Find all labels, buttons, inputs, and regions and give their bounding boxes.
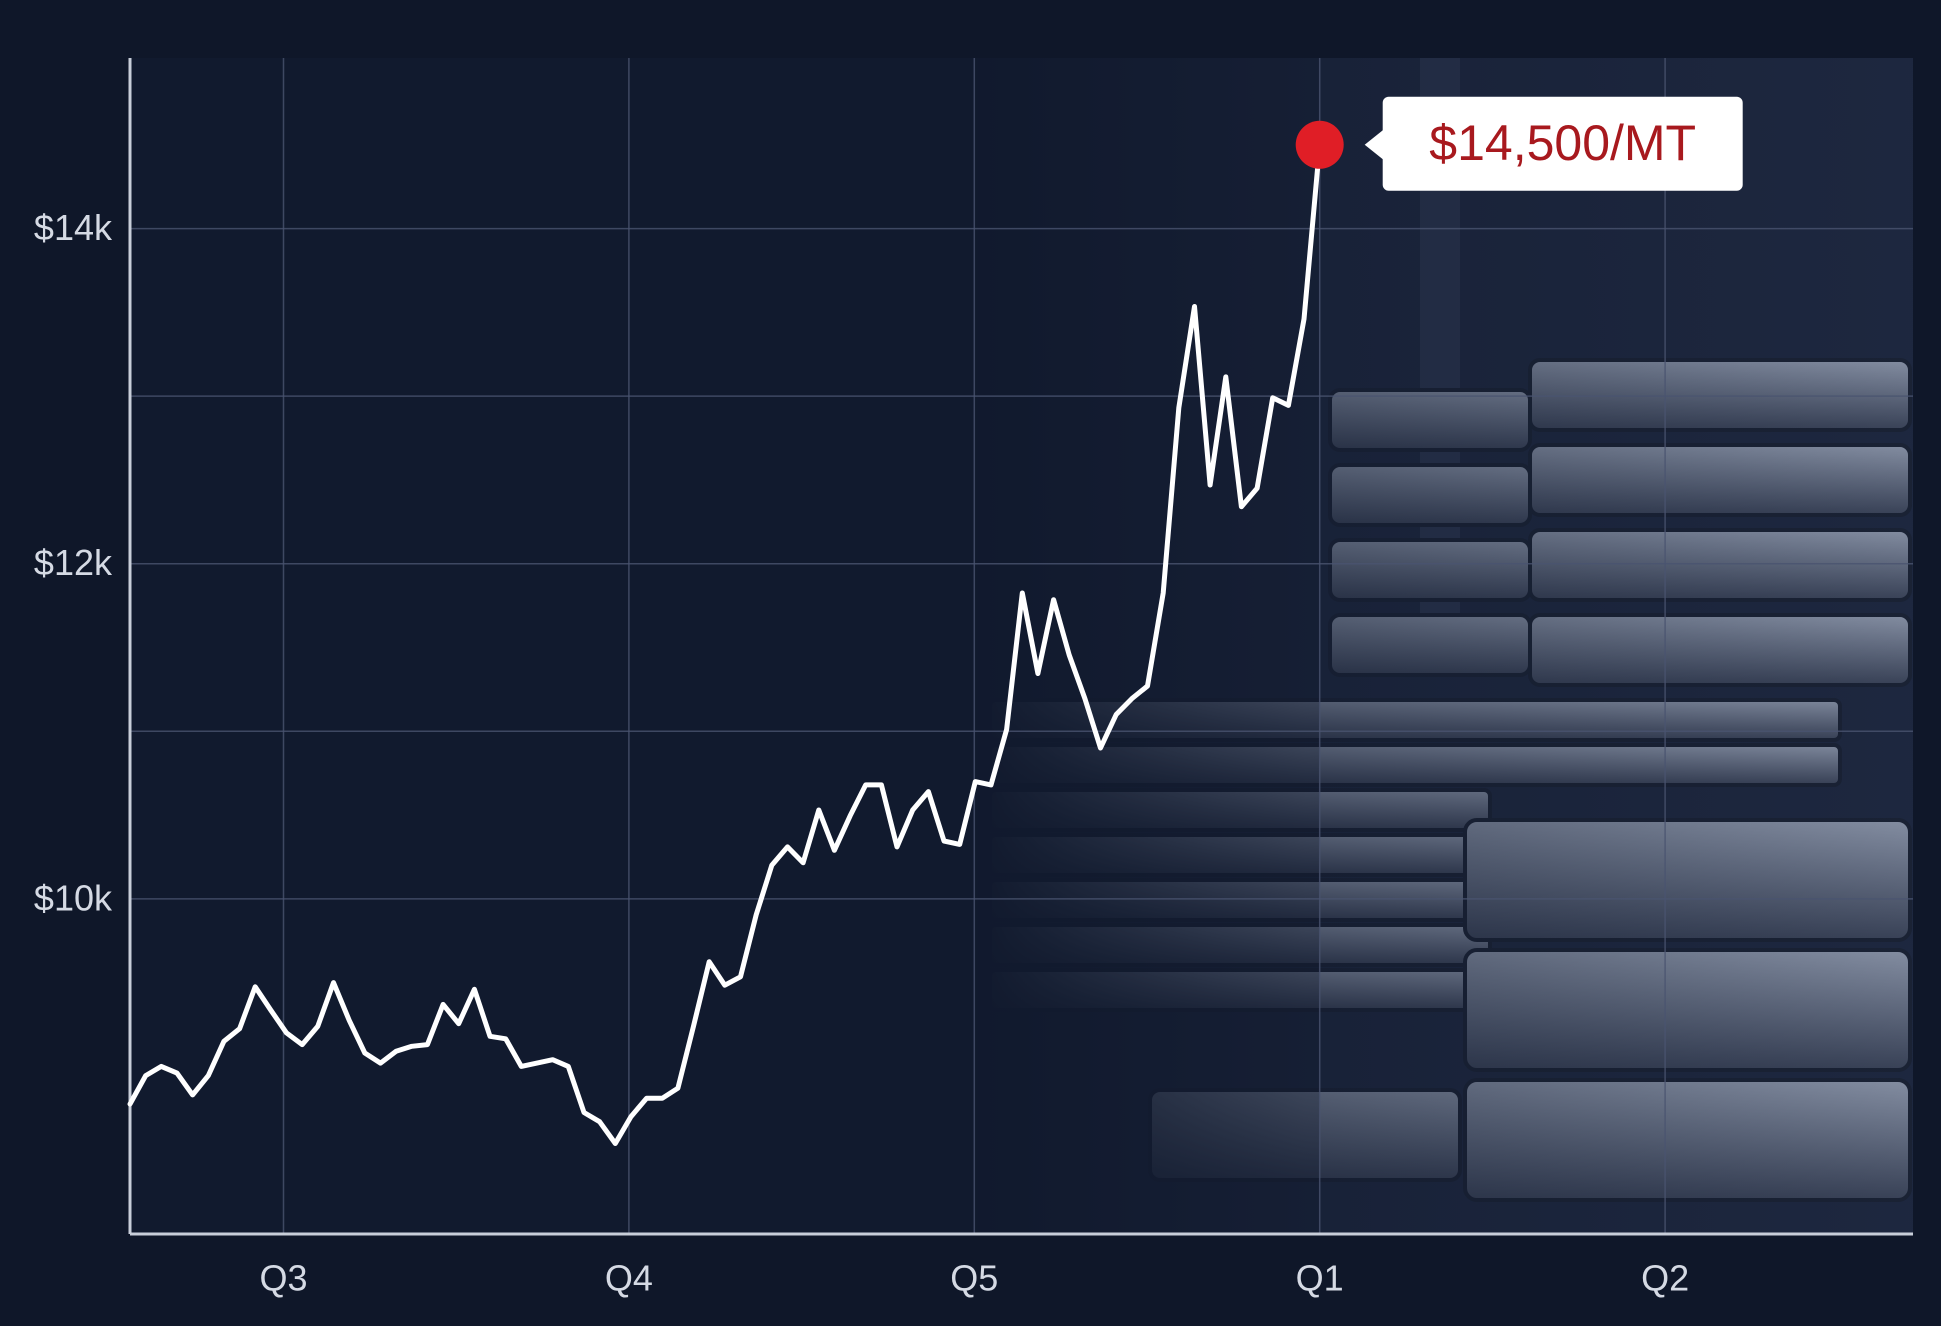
- highlight-point: [1295, 120, 1344, 169]
- series-group: $14,500/MT: [127, 96, 1743, 1146]
- y-tick-label: $12k: [34, 542, 113, 583]
- price-line: [127, 142, 1323, 1146]
- x-tick-label: Q2: [1641, 1258, 1689, 1299]
- x-tick-label: Q3: [259, 1258, 307, 1299]
- grid: [130, 58, 1913, 1234]
- photo-backdrop: [978, 58, 1913, 1234]
- x-tick-label: Q1: [1296, 1258, 1344, 1299]
- y-tick-label: $10k: [34, 877, 113, 918]
- callout-label: $14,500/MT: [1429, 115, 1696, 171]
- callout-pointer: [1364, 128, 1385, 161]
- x-tick-label: Q5: [950, 1258, 998, 1299]
- callout-box: [1382, 96, 1743, 191]
- x-tick-label: Q4: [605, 1258, 653, 1299]
- y-tick-label: $14k: [34, 207, 113, 248]
